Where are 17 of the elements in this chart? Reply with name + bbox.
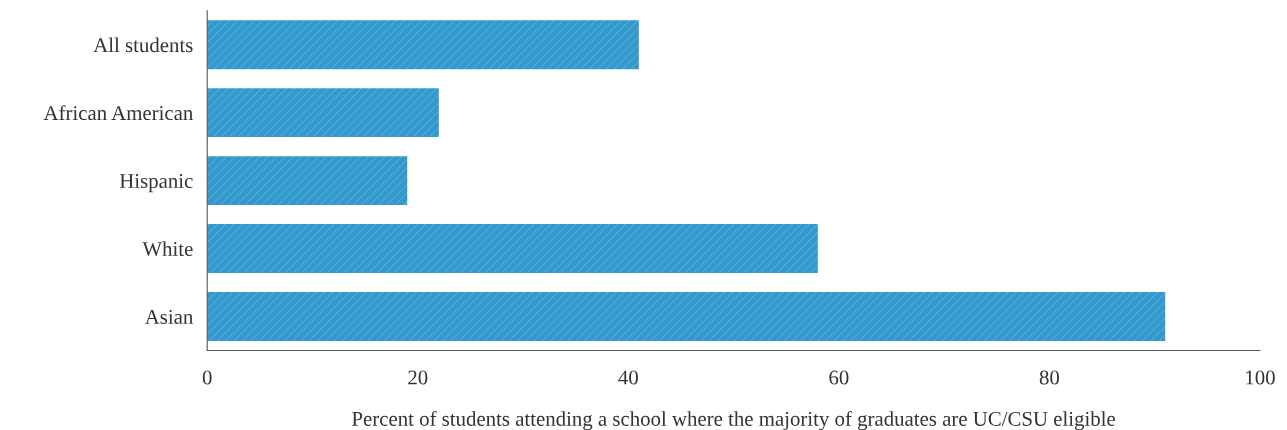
bar	[207, 292, 1166, 341]
x-tick-label: 40	[618, 370, 638, 385]
y-tick-label: Asian	[144, 309, 193, 324]
bar	[207, 224, 818, 273]
y-tick-label: African American	[43, 105, 193, 121]
y-tick-label: Hispanic	[119, 174, 193, 193]
y-tick-label: White	[142, 241, 193, 257]
bar	[207, 156, 408, 206]
x-tick-label: 60	[829, 370, 849, 385]
x-tick-label: 80	[1039, 370, 1060, 385]
y-tick-label: All students	[93, 37, 193, 53]
x-tick-label: 20	[408, 370, 428, 385]
bar	[207, 88, 439, 138]
x-axis-title: Percent of students attending a school where the majority of graduates are UC/CSU eligible	[352, 411, 1115, 430]
x-tick-label: 100	[1246, 370, 1275, 385]
x-tick-label: 0	[202, 370, 212, 385]
bar	[207, 20, 639, 70]
